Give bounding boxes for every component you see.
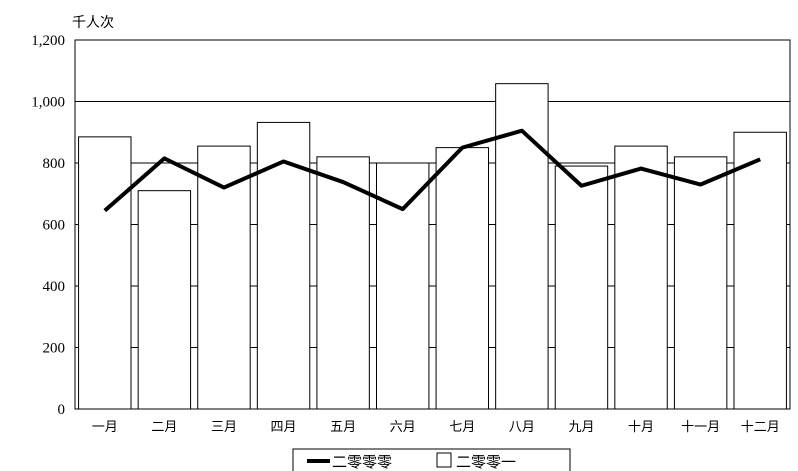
- y-tick-label: 800: [43, 156, 66, 172]
- y-tick-label: 1,000: [31, 95, 65, 111]
- bar: [673, 156, 728, 410]
- x-tick-label: 二月: [151, 420, 177, 435]
- line-series-2000: [103, 128, 761, 213]
- series-line: [103, 128, 761, 213]
- x-tick-label: 六月: [390, 420, 416, 435]
- x-tick-label: 七月: [449, 420, 475, 435]
- y-axis-unit-label: 千人次: [72, 15, 114, 31]
- y-tick-label: 400: [43, 279, 66, 295]
- x-tick-label: 十月: [628, 420, 654, 435]
- y-tick-label: 0: [58, 402, 66, 418]
- x-tick-label: 四月: [271, 420, 297, 435]
- legend-box: [292, 448, 571, 471]
- bar: [256, 121, 311, 410]
- bar: [197, 145, 251, 410]
- y-axis-ticks: 0 200 400 600 800 1,000 1,200: [31, 33, 65, 418]
- bar: [554, 165, 609, 410]
- y-tick-label: 600: [43, 218, 66, 234]
- grid-lines: [75, 101, 790, 348]
- x-tick-label: 三月: [211, 420, 237, 435]
- legend-label-2001: 二零零一: [456, 453, 516, 471]
- x-tick-label: 一月: [92, 420, 118, 435]
- bar: [733, 131, 787, 410]
- bar: [137, 190, 192, 410]
- legend-swatch-bar: [436, 452, 452, 468]
- x-tick-label: 九月: [568, 420, 594, 435]
- bar: [78, 136, 132, 410]
- x-tick-label: 五月: [330, 420, 356, 435]
- bar: [614, 145, 668, 410]
- bar: [495, 83, 549, 410]
- x-tick-label: 八月: [509, 420, 535, 435]
- x-axis-ticks: 一月 二月 三月 四月 五月 六月 七月 八月 九月 十月 十一月 十二月: [92, 420, 780, 435]
- legend: 二零零零 二零零一: [292, 448, 571, 471]
- bar: [435, 147, 490, 410]
- plot-area-frame: [74, 39, 791, 410]
- y-tick-label: 1,200: [31, 33, 65, 49]
- bar: [316, 156, 370, 410]
- bar-series-2001: [78, 83, 787, 410]
- x-tick-label: 十二月: [741, 420, 780, 435]
- x-tick-label: 十一月: [681, 420, 720, 435]
- legend-label-2000: 二零零零: [332, 453, 392, 471]
- y-tick-label: 200: [43, 341, 66, 357]
